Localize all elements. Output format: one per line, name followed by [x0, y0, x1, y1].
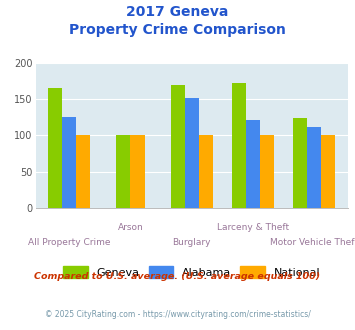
- Bar: [62, 117, 76, 208]
- Bar: [130, 135, 144, 208]
- Text: Motor Vehicle Theft: Motor Vehicle Theft: [270, 239, 355, 248]
- Bar: [232, 83, 246, 208]
- Bar: [321, 135, 335, 208]
- Bar: [76, 135, 90, 208]
- Bar: [185, 98, 199, 208]
- Text: 2017 Geneva: 2017 Geneva: [126, 5, 229, 19]
- Bar: [307, 127, 321, 208]
- Bar: [260, 135, 274, 208]
- Bar: [246, 120, 260, 208]
- Text: Property Crime Comparison: Property Crime Comparison: [69, 23, 286, 37]
- Text: All Property Crime: All Property Crime: [28, 239, 110, 248]
- Legend: Geneva, Alabama, National: Geneva, Alabama, National: [64, 266, 320, 278]
- Text: © 2025 CityRating.com - https://www.cityrating.com/crime-statistics/: © 2025 CityRating.com - https://www.city…: [45, 310, 310, 319]
- Text: Compared to U.S. average. (U.S. average equals 100): Compared to U.S. average. (U.S. average …: [34, 272, 321, 281]
- Bar: [199, 135, 213, 208]
- Bar: [116, 135, 130, 208]
- Bar: [293, 118, 307, 208]
- Text: Burglary: Burglary: [173, 239, 211, 248]
- Text: Arson: Arson: [118, 223, 143, 232]
- Bar: [170, 85, 185, 208]
- Bar: [48, 88, 62, 208]
- Text: Larceny & Theft: Larceny & Theft: [217, 223, 289, 232]
